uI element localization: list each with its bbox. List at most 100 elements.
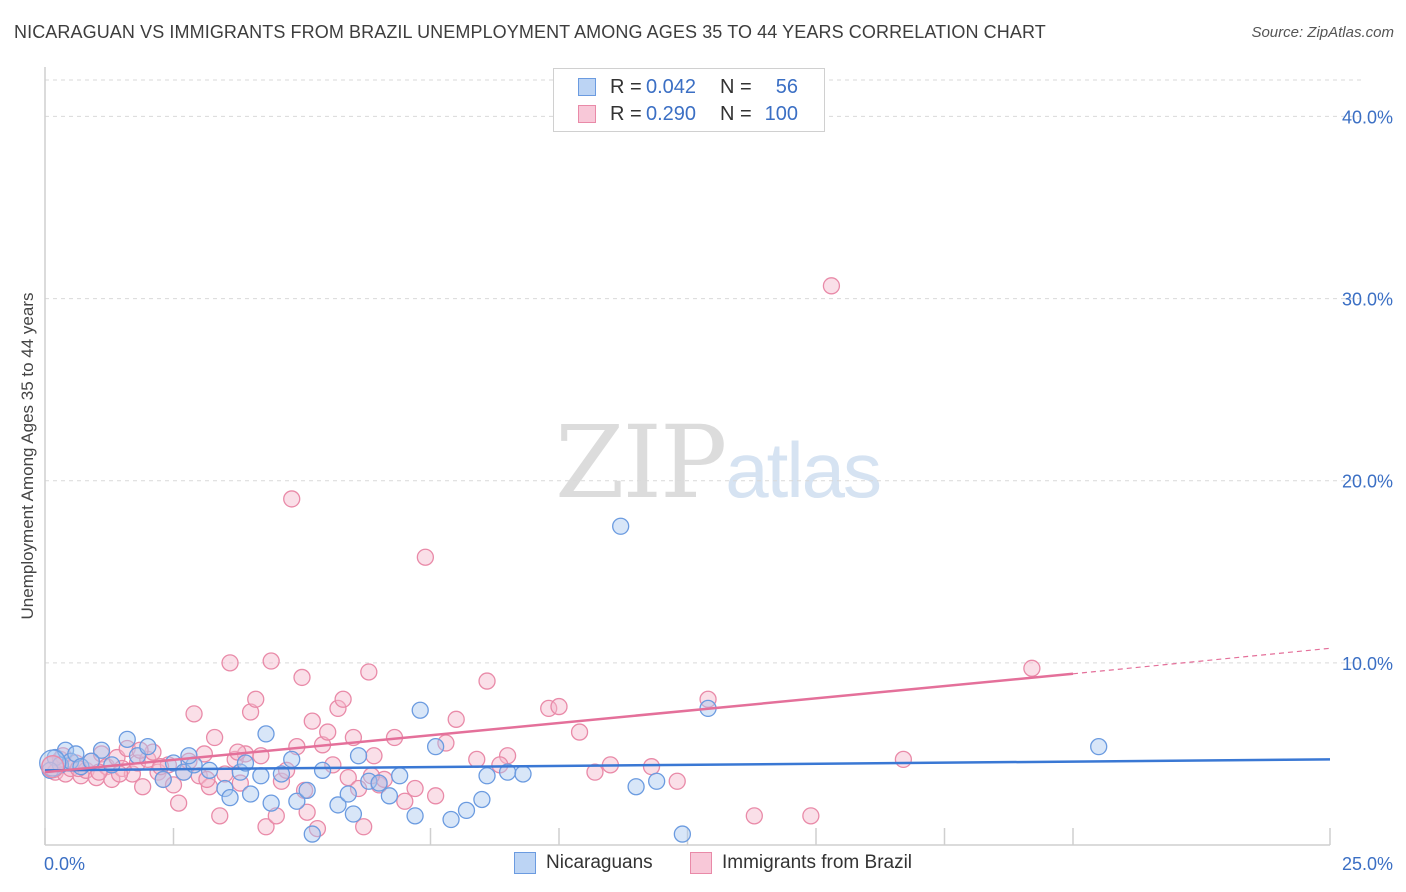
- brazil-point: [668, 772, 686, 790]
- legend-n-label: N =: [720, 102, 752, 125]
- series-legend: Nicaraguans Immigrants from Brazil: [0, 852, 1406, 878]
- brazil-trend-extension: [1072, 647, 1331, 675]
- legend-r-label: R =: [610, 102, 642, 125]
- legend-n-value: 56: [775, 75, 798, 98]
- nicaraguan-point: [380, 787, 399, 805]
- brazil-point: [468, 750, 486, 769]
- nicaraguan-point: [442, 810, 460, 829]
- brazil-point: [164, 776, 183, 794]
- nicaraguan-point: [627, 778, 645, 796]
- brazil-point: [205, 728, 224, 747]
- y-tick-label: 10.0%: [1342, 654, 1393, 674]
- brazil-point: [406, 779, 424, 798]
- brazil-point: [334, 690, 352, 708]
- legend-swatch-pink: [578, 105, 596, 123]
- y-tick-label: 40.0%: [1342, 107, 1393, 127]
- nicaraguan-point: [303, 825, 321, 843]
- brazil-point: [550, 697, 568, 716]
- y-tick-label: 20.0%: [1342, 472, 1393, 492]
- brazil-point: [221, 654, 239, 672]
- nicaraguan-point: [391, 767, 409, 785]
- legend-n-label: N =: [720, 75, 752, 98]
- nicaraguan-point: [180, 747, 198, 765]
- nicaraguan-point: [478, 767, 496, 785]
- nicaraguan-point: [329, 796, 347, 814]
- nicaraguan-point: [236, 754, 255, 772]
- y-tick-label: 30.0%: [1342, 290, 1393, 310]
- nicaraguan-point: [406, 807, 424, 825]
- nicaraguan-point: [139, 737, 157, 756]
- nicaraguan-point: [252, 767, 270, 785]
- brazil-point: [303, 712, 321, 730]
- nicaraguan-point: [514, 765, 532, 783]
- brazil-point: [262, 652, 280, 670]
- nicaraguan-point: [200, 761, 219, 779]
- nicaraguan-point: [262, 794, 280, 812]
- nicaraguan-point: [673, 825, 692, 843]
- brazil-point: [134, 778, 152, 796]
- nicaraguan-point: [67, 745, 85, 763]
- legend-swatch-blue: [514, 852, 536, 874]
- nicaraguan-trend-line: [44, 758, 1331, 772]
- watermark-zip: ZIP: [555, 404, 727, 521]
- nicaraguan-point: [257, 725, 275, 743]
- brazil-point: [283, 490, 301, 508]
- brazil-point: [396, 792, 414, 810]
- brazil-point: [426, 787, 445, 805]
- brazil-point: [247, 690, 265, 708]
- brazil-point: [745, 807, 763, 825]
- nicaraguan-point: [298, 781, 316, 800]
- nicaraguan-point: [1090, 737, 1108, 756]
- nicaraguan-point: [370, 774, 388, 792]
- brazil-point: [267, 807, 285, 825]
- brazil-point: [642, 758, 661, 776]
- brazil-point: [360, 663, 378, 681]
- nicaraguan-point: [216, 779, 234, 798]
- source-credit: Source: ZipAtlas.com: [1251, 24, 1394, 41]
- legend-swatch-pink: [690, 852, 712, 874]
- nicaraguan-point: [344, 805, 363, 823]
- brazil-point: [257, 818, 275, 836]
- legend-item-brazil: Immigrants from Brazil: [690, 852, 912, 874]
- legend-label-brazil: Immigrants from Brazil: [722, 852, 913, 873]
- brazil-point: [298, 803, 316, 821]
- nicaraguan-point: [288, 792, 306, 810]
- brazil-trend-line: [44, 672, 1074, 774]
- brazil-point: [185, 705, 203, 723]
- brazil-point: [416, 548, 435, 566]
- brazil-point: [699, 690, 717, 708]
- brazil-point: [319, 723, 337, 741]
- nicaraguan-point: [411, 701, 429, 719]
- nicaraguan-point: [426, 737, 445, 756]
- legend-n-value: 100: [764, 102, 798, 125]
- legend-r-value: 0.290: [646, 102, 697, 125]
- nicaraguan-point: [283, 750, 301, 769]
- watermark: ZIPatlas: [555, 404, 882, 521]
- nicaraguan-point: [221, 788, 239, 807]
- nicaraguan-point: [313, 761, 332, 779]
- legend-swatch-blue: [578, 78, 596, 96]
- legend-row-brazil: R = 0.290 N = 100: [554, 101, 824, 127]
- nicaraguan-point: [473, 790, 491, 809]
- nicaraguan-point: [349, 747, 368, 765]
- legend-item-nicaraguans: Nicaraguans: [514, 852, 653, 874]
- nicaraguan-point: [92, 741, 111, 759]
- brazil-point: [329, 699, 347, 718]
- brazil-point: [1023, 659, 1041, 677]
- brazil-point: [355, 818, 373, 836]
- nicaraguan-point: [241, 785, 260, 803]
- brazil-point: [272, 772, 291, 790]
- brazil-point: [241, 703, 260, 721]
- nicaraguan-point: [612, 517, 630, 535]
- brazil-point: [41, 755, 65, 779]
- brazil-point: [365, 747, 383, 765]
- nicaraguan-point: [118, 730, 136, 749]
- brazil-point: [802, 807, 820, 825]
- brazil-point: [894, 750, 913, 769]
- watermark-atlas: atlas: [725, 426, 882, 514]
- chart-title: NICARAGUAN VS IMMIGRANTS FROM BRAZIL UNE…: [14, 22, 1046, 42]
- legend-label-nicaraguans: Nicaraguans: [546, 852, 653, 873]
- brazil-point: [822, 277, 841, 295]
- nicaraguan-point: [272, 765, 291, 783]
